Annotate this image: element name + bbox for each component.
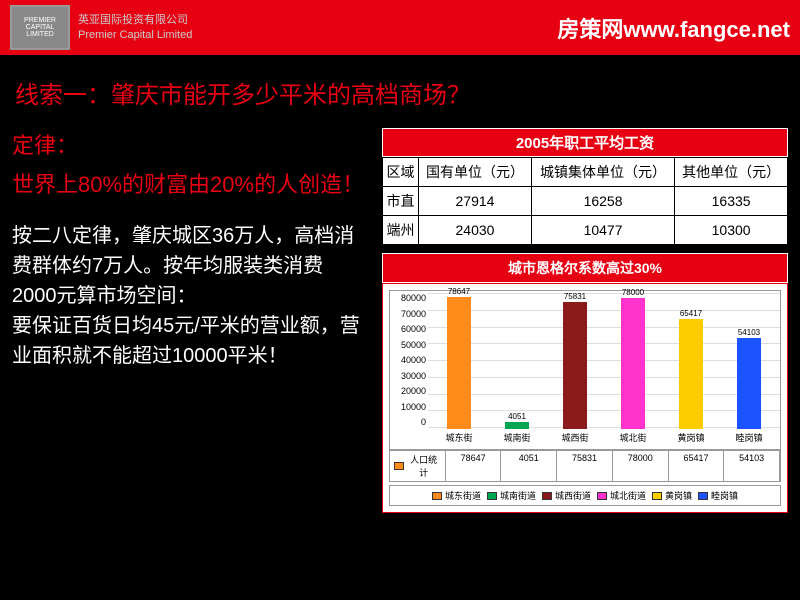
table-row: 市直279141625816335 [383, 187, 788, 216]
bar-column: 78000城北街 [605, 288, 661, 449]
legend: 城东街道城南街道城西街道城北街道黄岗镇睦岗镇 [389, 485, 781, 506]
bar-column: 65417黄岗镇 [663, 309, 719, 449]
bar-chart: 8000070000600005000040000300002000010000… [389, 290, 781, 450]
legend-item: 睦岗镇 [698, 489, 738, 502]
left-column: 定律： 世界上80%的财富由20%的人创造！ 按二八定律，肇庆城区36万人，高档… [12, 128, 367, 513]
salary-table-title: 2005年职工平均工资 [382, 128, 788, 157]
legend-item: 城东街道 [432, 489, 481, 502]
table-header: 区域 [383, 158, 419, 187]
bars: 78647城东街4051城南街75831城西街78000城北街65417黄岗镇5… [428, 291, 780, 449]
legend-item: 城西街道 [542, 489, 591, 502]
legend-item: 城北街道 [597, 489, 646, 502]
bar [447, 297, 471, 429]
legend-item: 黄岗镇 [652, 489, 692, 502]
company-name: 英亚国际投资有限公司 Premier Capital Limited [78, 13, 192, 42]
salary-table: 区域国有单位（元）城镇集体单位（元）其他单位（元） 市直279141625816… [382, 157, 788, 245]
chart-title: 城市恩格尔系数高过30% [382, 253, 788, 283]
logo-line: LIMITED [26, 31, 54, 38]
logo-line: PREMIER [24, 17, 56, 24]
bar-column: 75831城西街 [547, 292, 603, 449]
bar [563, 302, 587, 429]
bar [679, 319, 703, 429]
bar [737, 338, 761, 429]
data-row: 人口统计78647405175831780006541754103 [389, 450, 781, 482]
bar [505, 422, 529, 429]
bar [621, 298, 645, 429]
right-column: 2005年职工平均工资 区域国有单位（元）城镇集体单位（元）其他单位（元） 市直… [382, 128, 788, 513]
table-header: 城镇集体单位（元） [531, 158, 674, 187]
content: 定律： 世界上80%的财富由20%的人创造！ 按二八定律，肇庆城区36万人，高档… [0, 128, 800, 513]
law-label: 定律： [12, 128, 367, 160]
legend-item: 城南街道 [487, 489, 536, 502]
bar-column: 78647城东街 [431, 287, 487, 449]
table-header: 其他单位（元） [675, 158, 788, 187]
logo: PREMIER CAPITAL LIMITED [10, 5, 70, 50]
law-text: 世界上80%的财富由20%的人创造！ [12, 170, 367, 201]
site-link[interactable]: 房策网www.fangce.net [557, 12, 790, 44]
table-header: 国有单位（元） [419, 158, 532, 187]
chart-container: 8000070000600005000040000300002000010000… [382, 283, 788, 513]
bar-column: 54103睦岗镇 [721, 328, 777, 449]
body-text: 按二八定律，肇庆城区36万人，高档消费群体约7万人。按年均服装类消费2000元算… [12, 221, 367, 371]
logo-line: CAPITAL [26, 24, 55, 31]
y-axis: 8000070000600005000040000300002000010000… [390, 291, 428, 449]
table-row: 端州240301047710300 [383, 216, 788, 245]
page-title: 线索一：肇庆市能开多少平米的高档商场？ [0, 55, 800, 128]
bar-column: 4051城南街 [489, 412, 545, 449]
company-cn: 英亚国际投资有限公司 [78, 13, 192, 27]
company-en: Premier Capital Limited [78, 28, 192, 42]
header-bar: PREMIER CAPITAL LIMITED 英亚国际投资有限公司 Premi… [0, 0, 800, 55]
